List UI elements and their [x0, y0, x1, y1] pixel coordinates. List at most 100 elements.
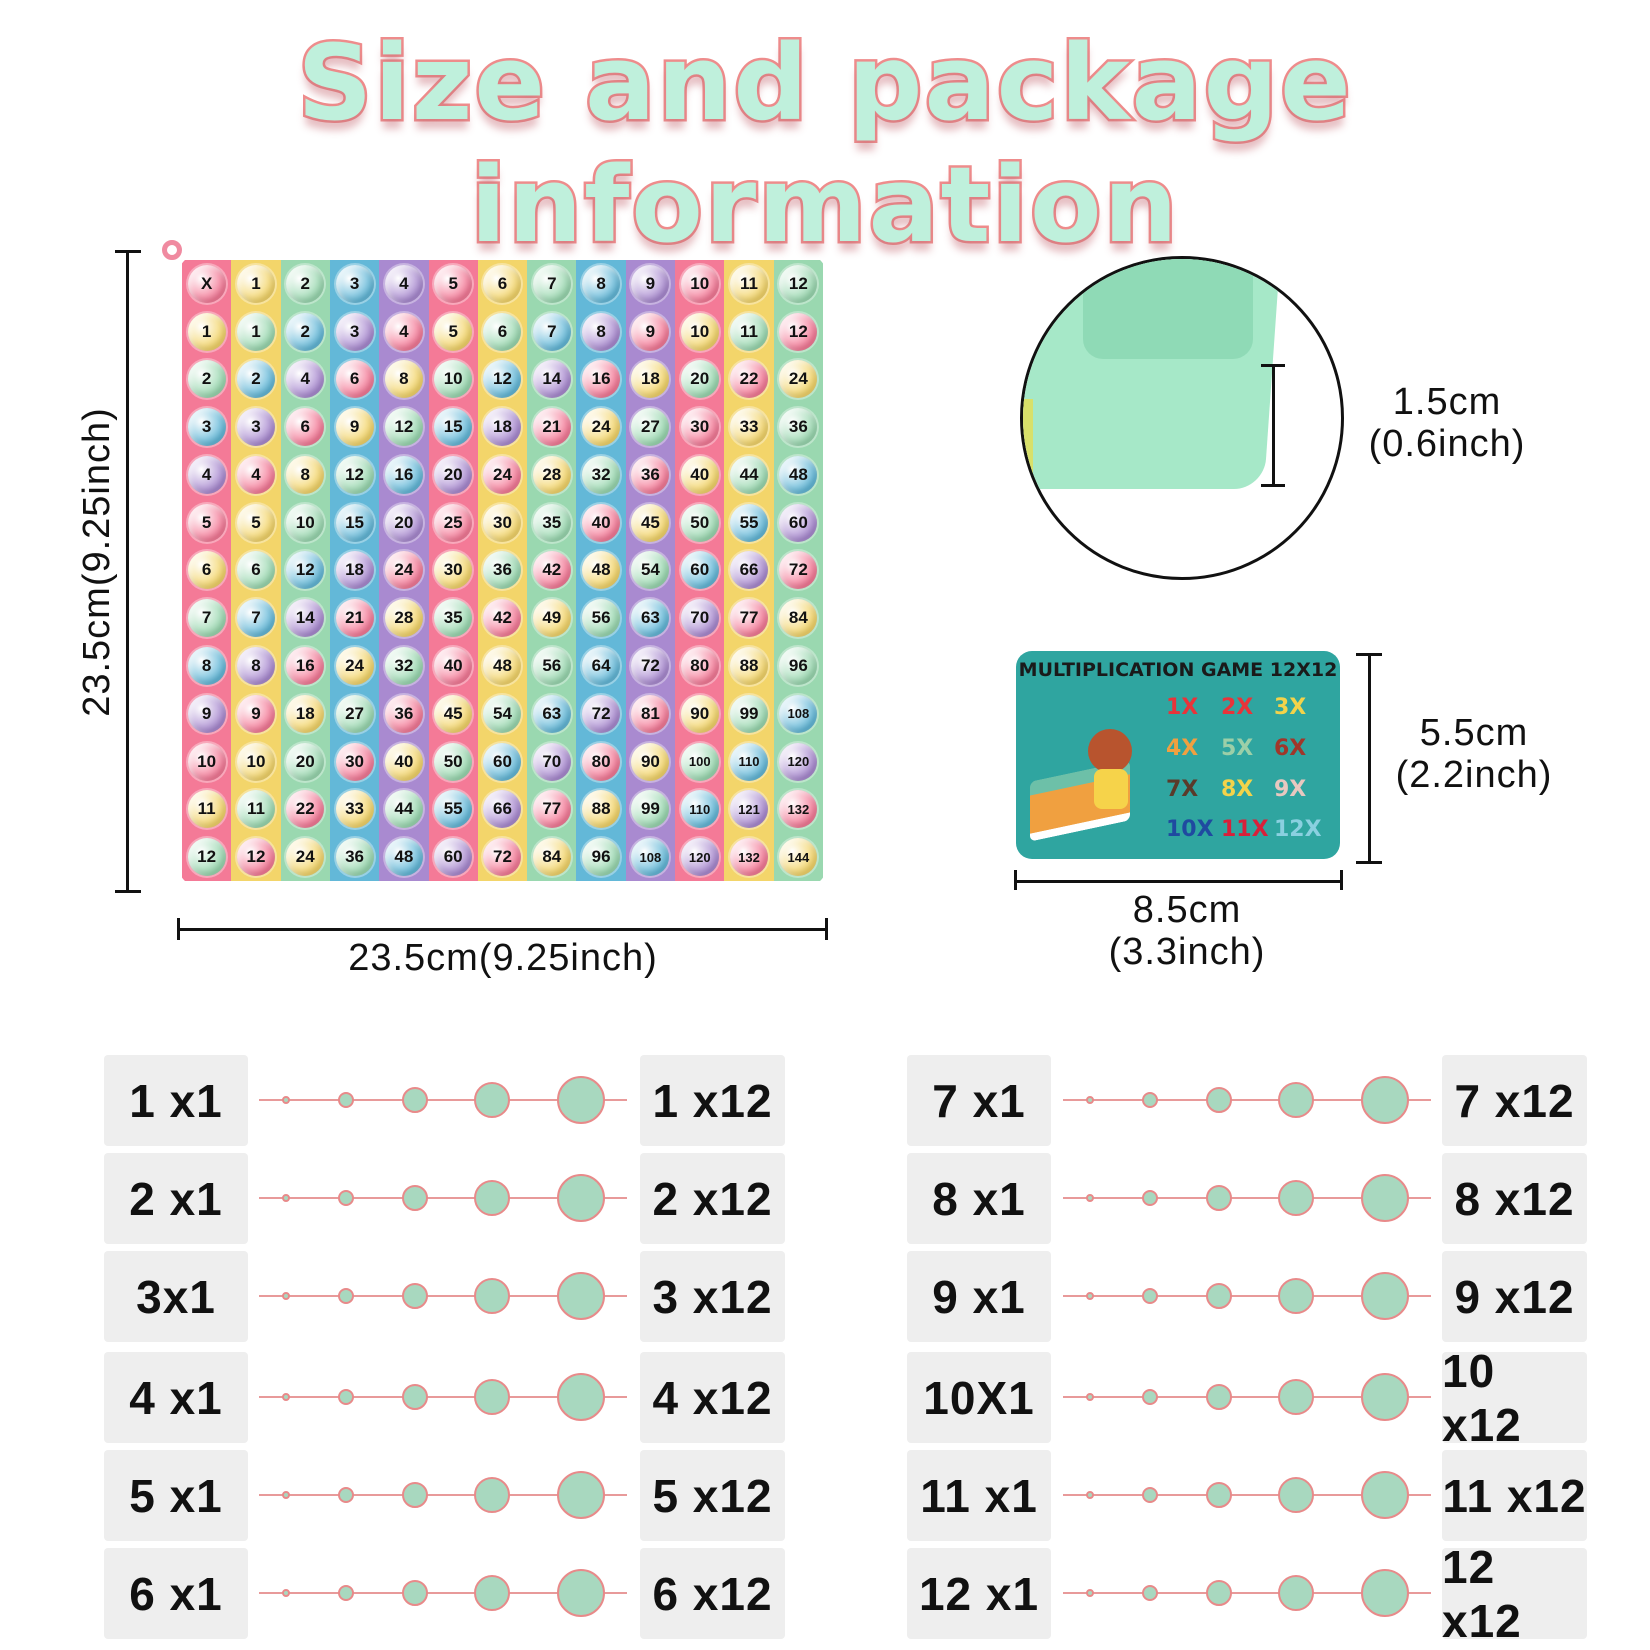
pop-bubble[interactable]: 48	[582, 551, 621, 590]
board-cell[interactable]: 9	[625, 260, 676, 308]
board-cell[interactable]: 8	[576, 307, 626, 356]
pop-bubble[interactable]: 5	[434, 312, 473, 351]
board-cell[interactable]: 3	[329, 260, 380, 308]
board-cell[interactable]: 2	[182, 355, 232, 404]
pop-bubble[interactable]: 80	[680, 647, 719, 686]
pop-bubble[interactable]: 24	[779, 360, 818, 399]
pop-bubble[interactable]: 90	[680, 694, 719, 733]
board-cell[interactable]: 22	[280, 785, 330, 834]
board-cell[interactable]: 88	[576, 785, 626, 834]
board-cell[interactable]: 11	[231, 785, 281, 834]
pop-bubble[interactable]: 12	[187, 838, 226, 877]
board-cell[interactable]: 6	[477, 260, 528, 308]
board-cell[interactable]: 24	[477, 451, 528, 499]
board-cell[interactable]: 90	[625, 737, 676, 786]
pop-bubble[interactable]: 20	[680, 360, 719, 399]
board-cell[interactable]: 66	[477, 785, 528, 834]
pop-bubble[interactable]: 27	[631, 408, 670, 447]
pop-bubble[interactable]: 12	[286, 551, 325, 590]
board-cell[interactable]: 54	[477, 689, 528, 738]
board-cell[interactable]: 72	[477, 833, 528, 881]
board-cell[interactable]: 12	[231, 833, 281, 881]
board-cell[interactable]: 30	[477, 498, 528, 547]
board-cell[interactable]: 108	[773, 689, 823, 738]
pop-bubble[interactable]: 120	[779, 742, 818, 781]
board-cell[interactable]: 36	[379, 689, 429, 738]
board-cell[interactable]: 35	[527, 498, 577, 547]
pop-bubble[interactable]: 1	[236, 312, 275, 351]
board-cell[interactable]: 2	[231, 355, 281, 404]
pop-bubble[interactable]: 66	[730, 551, 769, 590]
pop-bubble[interactable]: 12	[335, 455, 374, 494]
pop-bubble[interactable]: 5	[434, 264, 473, 303]
board-cell[interactable]: 24	[329, 642, 380, 690]
pop-bubble[interactable]: 3	[335, 264, 374, 303]
pop-bubble[interactable]: 96	[779, 647, 818, 686]
pop-bubble[interactable]: 10	[187, 742, 226, 781]
board-cell[interactable]: 77	[724, 594, 774, 643]
board-cell[interactable]: 60	[773, 498, 823, 547]
board-cell[interactable]: 28	[527, 451, 577, 499]
board-cell[interactable]: 11	[724, 260, 774, 308]
pop-bubble[interactable]: 77	[532, 790, 571, 829]
board-cell[interactable]: 54	[625, 546, 676, 595]
pop-bubble[interactable]: 99	[631, 790, 670, 829]
board-cell[interactable]: 100	[675, 737, 725, 786]
pop-bubble[interactable]: 30	[680, 408, 719, 447]
board-cell[interactable]: 10	[280, 498, 330, 547]
board-cell[interactable]: 42	[527, 546, 577, 595]
board-cell[interactable]: 12	[773, 307, 823, 356]
pop-bubble[interactable]: 21	[335, 599, 374, 638]
pop-bubble[interactable]: 15	[434, 408, 473, 447]
board-cell[interactable]: 40	[576, 498, 626, 547]
pop-bubble[interactable]: 42	[532, 551, 571, 590]
pop-bubble[interactable]: 11	[730, 264, 769, 303]
board-cell[interactable]: 20	[280, 737, 330, 786]
pop-bubble[interactable]: 6	[483, 264, 522, 303]
pop-bubble[interactable]: 42	[483, 599, 522, 638]
board-cell[interactable]: 96	[773, 642, 823, 690]
board-cell[interactable]: 2	[280, 307, 330, 356]
pop-bubble[interactable]: 11	[236, 790, 275, 829]
pop-bubble[interactable]: 72	[779, 551, 818, 590]
board-cell[interactable]: 9	[182, 689, 232, 738]
pop-bubble[interactable]: 72	[582, 694, 621, 733]
board-cell[interactable]: 24	[280, 833, 330, 881]
pop-bubble[interactable]: 8	[384, 360, 423, 399]
pop-bubble[interactable]: 120	[680, 838, 719, 877]
board-cell[interactable]: 84	[527, 833, 577, 881]
pop-bubble[interactable]: 40	[434, 647, 473, 686]
board-cell[interactable]: 4	[182, 451, 232, 499]
pop-bubble[interactable]: 33	[730, 408, 769, 447]
pop-bubble[interactable]: 64	[582, 647, 621, 686]
board-cell[interactable]: 1	[182, 307, 232, 356]
board-cell[interactable]: 80	[576, 737, 626, 786]
pop-bubble[interactable]: 4	[384, 264, 423, 303]
pop-bubble[interactable]: 9	[236, 694, 275, 733]
pop-bubble[interactable]: 84	[532, 838, 571, 877]
pop-bubble[interactable]: 3	[335, 312, 374, 351]
pop-bubble[interactable]: 24	[286, 838, 325, 877]
board-cell[interactable]: 8	[182, 642, 232, 690]
pop-bubble[interactable]: 10	[680, 312, 719, 351]
board-cell[interactable]: 1	[231, 307, 281, 356]
pop-bubble[interactable]: 11	[187, 790, 226, 829]
board-cell[interactable]: 20	[428, 451, 478, 499]
pop-bubble[interactable]: 66	[483, 790, 522, 829]
pop-bubble[interactable]: 6	[236, 551, 275, 590]
board-cell[interactable]: 90	[675, 689, 725, 738]
board-cell[interactable]: 56	[527, 642, 577, 690]
board-cell[interactable]: 10	[675, 260, 725, 308]
board-cell[interactable]: 77	[527, 785, 577, 834]
board-cell[interactable]: 132	[724, 833, 774, 881]
pop-bubble[interactable]: 18	[335, 551, 374, 590]
board-cell[interactable]: X	[182, 260, 232, 308]
board-cell[interactable]: 18	[280, 689, 330, 738]
pop-bubble[interactable]: 40	[582, 503, 621, 542]
pop-bubble[interactable]: 28	[384, 599, 423, 638]
board-cell[interactable]: 6	[477, 307, 528, 356]
board-cell[interactable]: 21	[527, 403, 577, 452]
board-cell[interactable]: 20	[379, 498, 429, 547]
board-cell[interactable]: 6	[329, 355, 380, 404]
board-cell[interactable]: 16	[280, 642, 330, 690]
